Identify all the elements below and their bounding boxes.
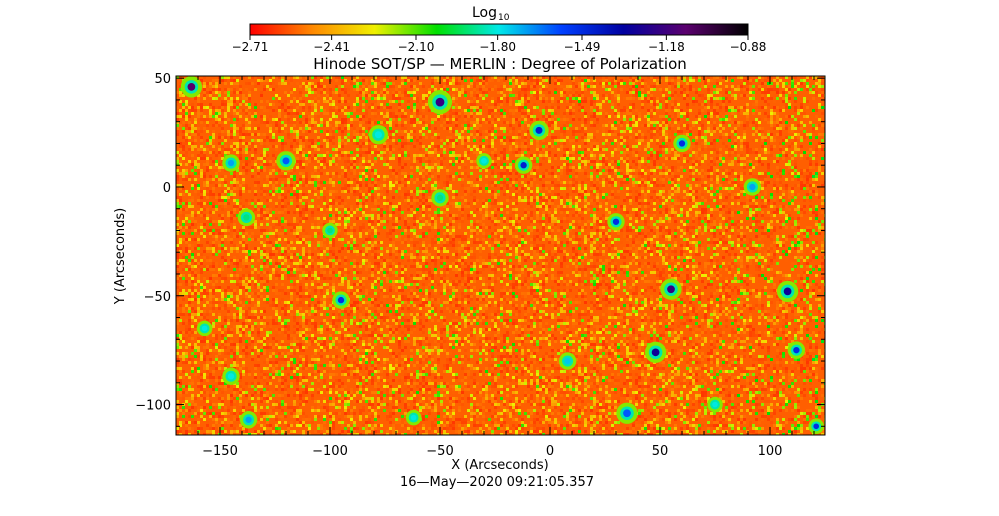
polarization-patch: [564, 358, 570, 364]
polarization-patch: [338, 297, 344, 303]
colorbar: Log 10 −2.71 −2.41 −2.10 −1.80 −1.49 −1.18 −0.…: [232, 5, 767, 54]
x-tick-label: −150: [202, 444, 238, 459]
polarization-patch: [712, 402, 718, 408]
y-tick-label: −100: [135, 399, 171, 414]
polarization-patch: [411, 415, 417, 421]
colorbar-tick-label: −0.88: [730, 40, 767, 54]
polarization-patch: [749, 184, 755, 190]
timestamp: 16—May—2020 09:21:05.357: [400, 475, 594, 490]
polarization-patch: [613, 219, 619, 225]
polarization-patch: [436, 98, 445, 107]
polarization-patch: [282, 157, 289, 164]
x-axis-label: X (Arcseconds): [451, 458, 548, 473]
y-tick-label: −50: [144, 290, 171, 305]
polarization-patch: [188, 83, 196, 91]
colorbar-title-subscript: 10: [498, 13, 510, 23]
polarization-patch: [623, 409, 631, 417]
x-tick-label: 100: [758, 444, 783, 459]
polarization-patch: [243, 214, 249, 220]
colorbar-tick-label: −2.41: [313, 40, 350, 54]
y-tick-label: 50: [154, 72, 171, 87]
polarization-patch: [667, 285, 675, 293]
polarization-patch: [245, 417, 251, 423]
polarization-patch: [202, 326, 208, 332]
colorbar-bar: [250, 24, 748, 35]
x-tick-label: −100: [312, 444, 348, 459]
polarization-patch: [679, 140, 685, 146]
polarization-patch: [228, 373, 234, 379]
polarization-patch: [327, 228, 333, 234]
plot-area: −150 −100 −50 0 50 100 −100 −50 0 50: [135, 72, 827, 459]
y-axis-label: Y (Arcseconds): [113, 208, 128, 305]
colorbar-tick-label: −2.10: [398, 40, 435, 54]
polarization-patch: [520, 162, 526, 168]
colorbar-tick-label: −1.18: [648, 40, 685, 54]
polarization-patch: [784, 288, 792, 296]
polarization-patch: [535, 127, 542, 134]
colorbar-tick-label: −2.71: [232, 40, 269, 54]
colorbar-ticks: −2.71 −2.41 −2.10 −1.80 −1.49 −1.18 −0.88: [232, 35, 767, 54]
heatmap-field: [176, 76, 827, 436]
polarization-patch: [228, 160, 234, 166]
polarization-patch: [652, 348, 660, 356]
y-tick-label: 0: [163, 181, 171, 196]
x-tick-label: 0: [546, 444, 554, 459]
x-tick-label: −50: [426, 444, 453, 459]
polarization-patch: [793, 347, 799, 353]
colorbar-tick-label: −1.49: [564, 40, 601, 54]
x-tick-label: 50: [652, 444, 669, 459]
polarization-patch: [375, 131, 382, 138]
colorbar-title: Log: [472, 5, 497, 21]
polarization-patch: [437, 195, 443, 201]
polarization-patch: [813, 423, 819, 429]
colorbar-tick-label: −1.80: [479, 40, 516, 54]
chart-title: Hinode SOT/SP — MERLIN : Degree of Polar…: [313, 55, 687, 73]
polarization-patch: [481, 158, 487, 164]
